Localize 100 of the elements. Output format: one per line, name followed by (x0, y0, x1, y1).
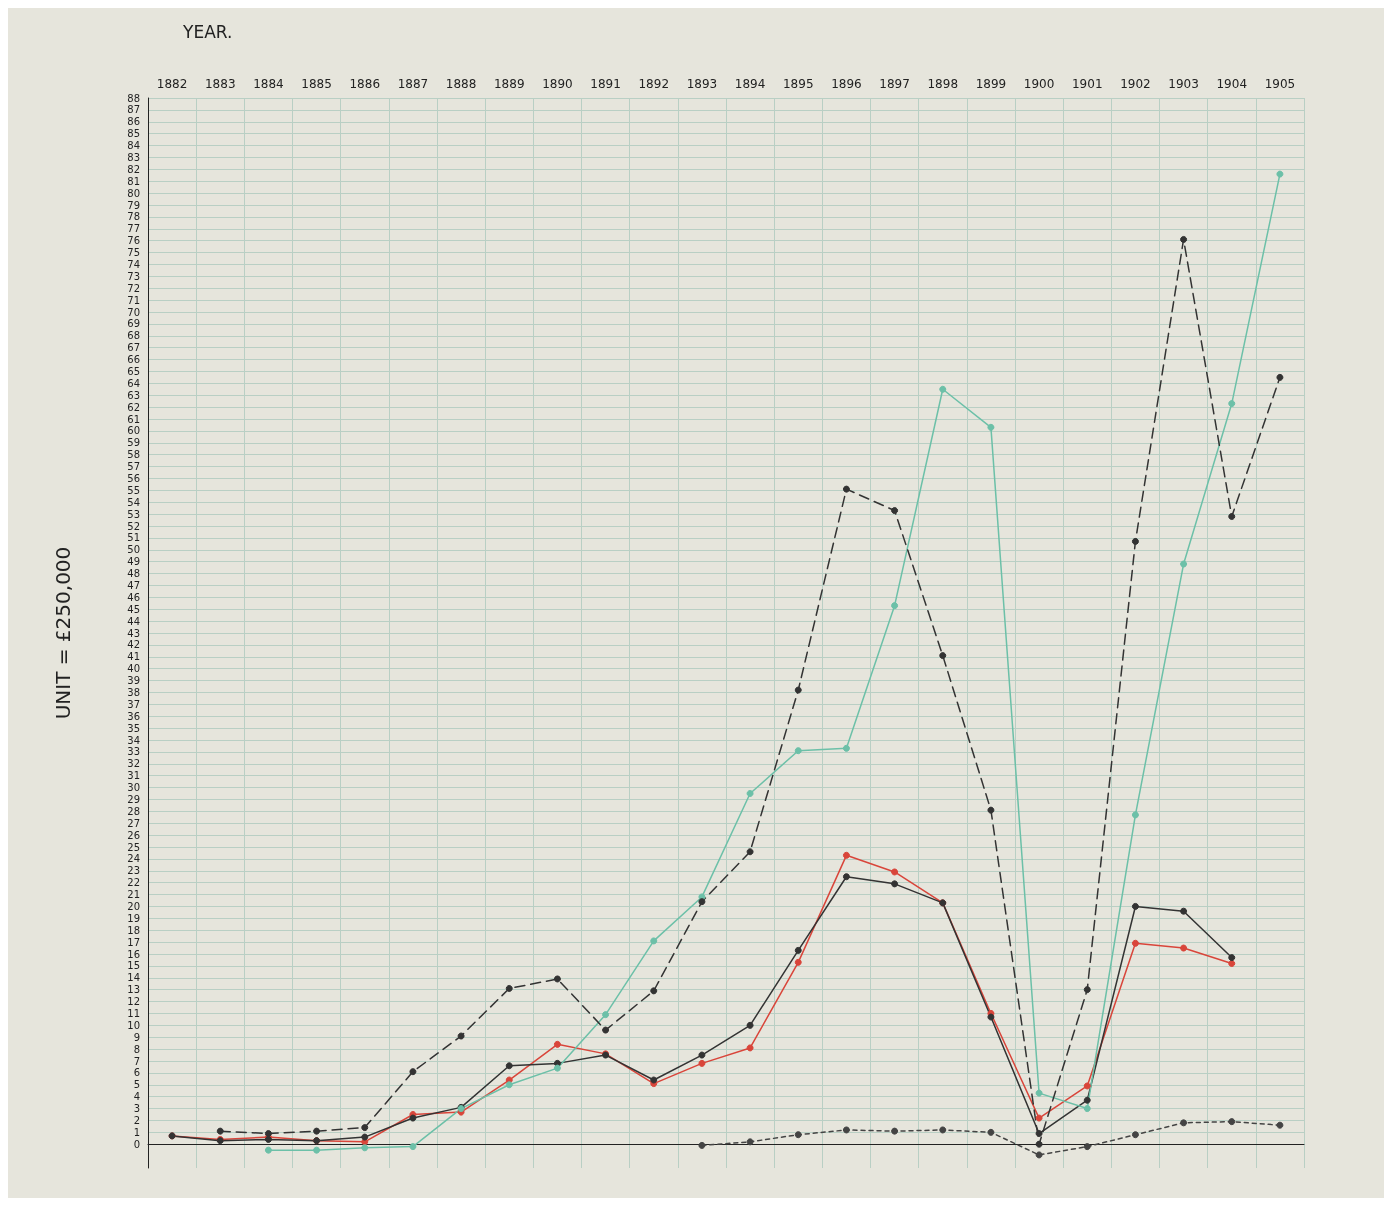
y-tick-label: 63 (127, 389, 140, 401)
y-tick-label: 59 (127, 437, 140, 449)
y-tick-label: 64 (127, 377, 140, 389)
y-tick-label: 67 (127, 342, 140, 354)
y-tick-label: 17 (127, 936, 140, 948)
y-tick-label: 6 (133, 1067, 140, 1079)
y-tick-label: 36 (127, 710, 140, 722)
y-tick-label: 68 (127, 330, 140, 342)
x-tick-label: 1893 (686, 77, 718, 91)
x-tick-label: 1895 (782, 77, 814, 91)
y-tick-label: 77 (127, 223, 140, 235)
x-tick-label: 1883 (204, 77, 236, 91)
x-tick-label: 1898 (927, 77, 959, 91)
y-tick-label: 46 (127, 591, 140, 603)
x-tick-label: 1889 (493, 77, 525, 91)
y-tick-label: 73 (127, 270, 140, 282)
y-tick-label: 53 (127, 508, 140, 520)
x-tick-label: 1886 (349, 77, 381, 91)
y-tick-label: 35 (127, 722, 140, 734)
y-tick-label: 60 (127, 425, 140, 437)
y-tick-label: 72 (127, 282, 140, 294)
y-tick-label: 70 (127, 306, 140, 318)
x-tick-label: 1894 (734, 77, 766, 91)
y-tick-label: 10 (127, 1019, 140, 1031)
y-tick-label: 20 (127, 900, 140, 912)
y-tick-label: 1 (133, 1126, 140, 1138)
y-tick-label: 75 (127, 247, 140, 259)
y-tick-label: 55 (127, 484, 140, 496)
y-tick-label: 18 (127, 924, 140, 936)
x-tick-label: 1899 (975, 77, 1007, 91)
y-tick-label: 61 (127, 413, 140, 425)
y-tick-label: 14 (127, 972, 140, 984)
y-tick-label: 31 (127, 770, 140, 782)
x-tick-label: 1884 (253, 77, 284, 91)
x-tick-label: 1903 (1168, 77, 1199, 91)
y-tick-label: 12 (127, 996, 140, 1008)
y-tick-label: 76 (127, 235, 140, 247)
y-tick-label: 66 (127, 354, 140, 366)
x-tick-label: 1885 (301, 77, 332, 91)
x-tick-label: 1890 (542, 77, 573, 91)
y-tick-label: 45 (127, 603, 140, 615)
y-tick-label: 51 (127, 532, 140, 544)
x-tick-label: 1896 (831, 77, 862, 91)
y-tick-label: 4 (133, 1091, 140, 1103)
x-tick-label: 1882 (156, 77, 188, 91)
y-tick-label: 25 (127, 841, 140, 853)
y-tick-label: 78 (127, 211, 140, 223)
y-tick-label: 7 (133, 1055, 140, 1067)
y-tick-label: 50 (127, 544, 140, 556)
y-tick-label: 23 (127, 865, 140, 877)
y-tick-label: 5 (133, 1079, 140, 1091)
y-tick-label: 82 (127, 163, 140, 175)
y-tick-label: 86 (127, 116, 140, 128)
y-tick-label: 9 (133, 1031, 140, 1043)
x-tick-label: 1902 (1120, 77, 1151, 91)
y-tick-label: 71 (127, 294, 140, 306)
y-tick-label: 58 (127, 449, 140, 461)
y-tick-label: 69 (127, 318, 140, 330)
y-tick-label: 79 (127, 199, 140, 211)
y-tick-label: 62 (127, 401, 140, 413)
y-tick-label: 3 (133, 1103, 140, 1115)
y-tick-label: 40 (127, 663, 140, 675)
y-tick-label: 15 (127, 960, 140, 972)
x-tick-label: 1901 (1071, 77, 1103, 91)
y-tick-label: 8 (133, 1043, 140, 1055)
y-tick-label: 57 (127, 461, 140, 473)
y-tick-label: 48 (127, 568, 140, 580)
y-tick-label: 39 (127, 675, 140, 687)
y-tick-label: 13 (127, 984, 140, 996)
y-tick-label: 87 (127, 104, 140, 116)
y-tick-label: 2 (133, 1114, 140, 1126)
x-tick-label: 1900 (1023, 77, 1055, 91)
y-tick-label: 0 (133, 1138, 140, 1150)
x-tick-label: 1905 (1264, 77, 1296, 91)
y-tick-label: 49 (127, 556, 140, 568)
y-tick-label: 32 (127, 758, 140, 770)
y-axis-title: UNIT = £250,000 (51, 546, 75, 720)
y-tick-label: 11 (127, 1007, 140, 1019)
y-tick-label: 33 (127, 746, 140, 758)
x-tick-label: 1888 (445, 77, 477, 91)
x-tick-label: 1887 (397, 77, 429, 91)
y-tick-label: 47 (127, 579, 140, 591)
y-tick-label: 30 (127, 782, 140, 794)
x-tick-label: 1891 (590, 77, 621, 91)
y-tick-label: 44 (127, 615, 140, 627)
y-tick-label: 52 (127, 520, 140, 532)
y-tick-label: 74 (127, 258, 140, 270)
y-tick-label: 54 (127, 496, 140, 508)
y-tick-label: 81 (127, 175, 140, 187)
y-tick-label: 22 (127, 877, 140, 889)
y-tick-label: 83 (127, 151, 140, 163)
y-tick-label: 27 (127, 817, 140, 829)
y-tick-label: 37 (127, 698, 140, 710)
x-tick-label: 1897 (879, 77, 910, 91)
y-tick-label: 29 (127, 793, 140, 805)
y-tick-label: 80 (127, 187, 140, 199)
x-tick-label: 1904 (1216, 77, 1248, 91)
y-tick-label: 65 (127, 365, 140, 377)
y-tick-label: 34 (127, 734, 140, 746)
y-tick-label: 38 (127, 686, 140, 698)
